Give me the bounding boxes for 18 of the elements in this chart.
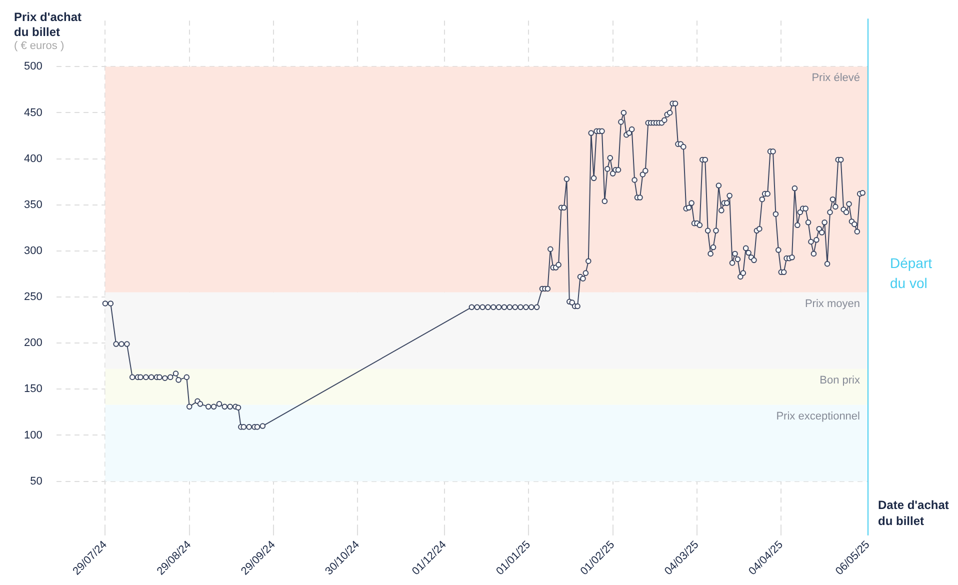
- x-axis-title: Date d'achat du billet: [878, 497, 950, 529]
- y-tick-label: 50: [30, 475, 42, 488]
- y-tick-label: 250: [24, 291, 42, 304]
- band-label: Prix exceptionnel: [776, 410, 860, 422]
- y-tick-label: 350: [24, 198, 42, 211]
- y-tick-label: 150: [24, 383, 42, 396]
- band-label: Prix moyen: [804, 298, 860, 310]
- ref-line-label: Départ du vol: [890, 254, 932, 291]
- y-tick-label: 450: [24, 106, 42, 119]
- y-tick-label: 200: [24, 337, 42, 350]
- y-tick-label: 300: [24, 244, 42, 257]
- band-label: Bon prix: [820, 374, 860, 386]
- y-tick-label: 400: [24, 152, 42, 165]
- band-label: Prix élevé: [812, 72, 860, 84]
- y-tick-label: 500: [24, 60, 42, 73]
- y-axis-title: Prix d'achat du billet: [14, 10, 83, 40]
- y-tick-label: 100: [24, 429, 42, 442]
- annotation: ( € euros ): [14, 40, 64, 52]
